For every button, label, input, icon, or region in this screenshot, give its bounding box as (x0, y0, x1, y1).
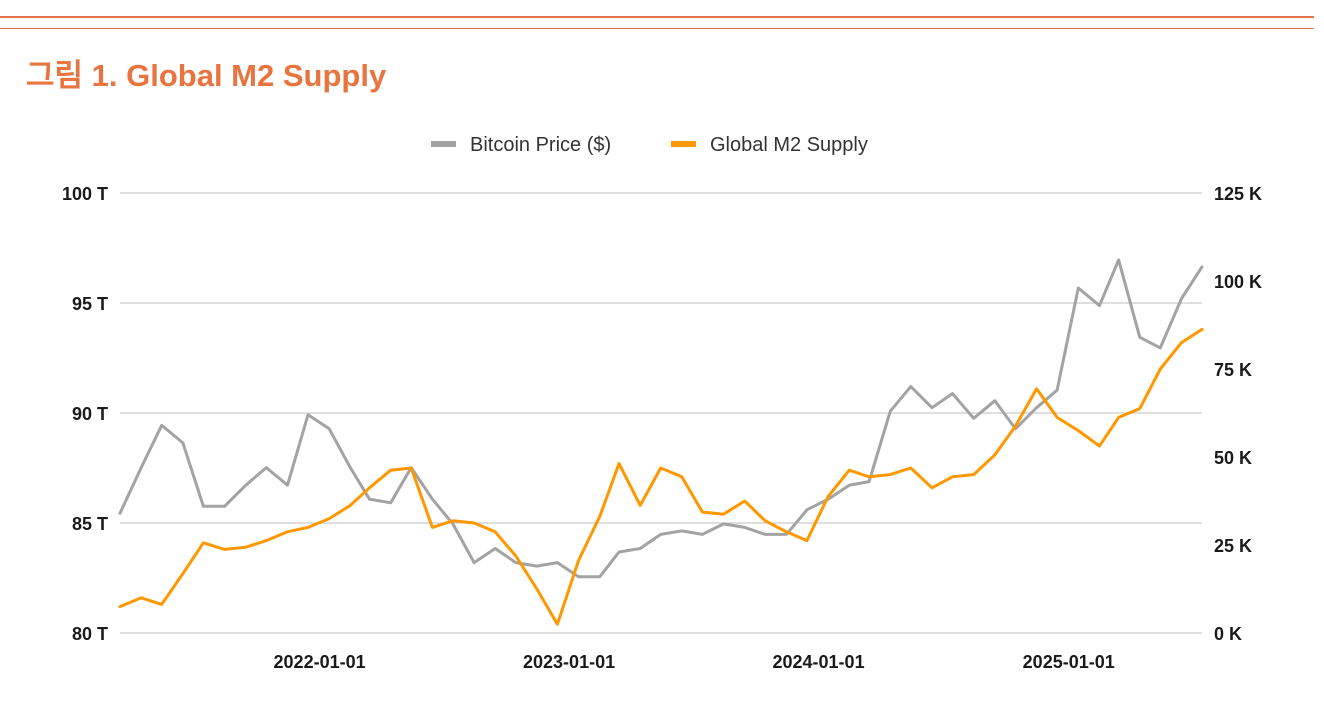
header-rule-top (0, 16, 1314, 18)
left-axis: 80 T 85 T 90 T 95 T 100 T (62, 184, 108, 644)
x-tick-label: 2022-01-01 (274, 652, 366, 672)
right-tick-label: 25 K (1214, 536, 1252, 556)
x-tick-label: 2025-01-01 (1023, 652, 1115, 672)
left-tick-label: 100 T (62, 184, 108, 204)
right-axis: 0 K 25 K 50 K 75 K 100 K 125 K (1214, 184, 1262, 644)
legend: Bitcoin Price ($) Global M2 Supply (431, 134, 868, 156)
figure-title: 그림 1. Global M2 Supply (26, 58, 387, 93)
left-tick-label: 90 T (72, 404, 108, 424)
left-tick-label: 85 T (72, 514, 108, 534)
x-tick-label: 2024-01-01 (773, 652, 865, 672)
series-line-m2 (118, 327, 1204, 626)
right-tick-label: 50 K (1214, 448, 1252, 468)
right-tick-label: 125 K (1214, 184, 1262, 204)
left-tick-label: 80 T (72, 624, 108, 644)
right-tick-label: 75 K (1214, 360, 1252, 380)
legend-label-bitcoin[interactable]: Bitcoin Price ($) (470, 134, 611, 156)
header-rule-bottom (0, 28, 1314, 29)
gridlines (120, 192, 1202, 634)
right-tick-label: 0 K (1214, 624, 1242, 644)
right-tick-label: 100 K (1214, 272, 1262, 292)
series-line-bitcoin (118, 258, 1204, 579)
left-tick-label: 95 T (72, 294, 108, 314)
series-lines (118, 258, 1204, 626)
legend-label-m2[interactable]: Global M2 Supply (710, 134, 868, 156)
x-axis: 2022-01-01 2023-01-01 2024-01-01 2025-01-01 (274, 652, 1115, 672)
x-tick-label: 2023-01-01 (523, 652, 615, 672)
